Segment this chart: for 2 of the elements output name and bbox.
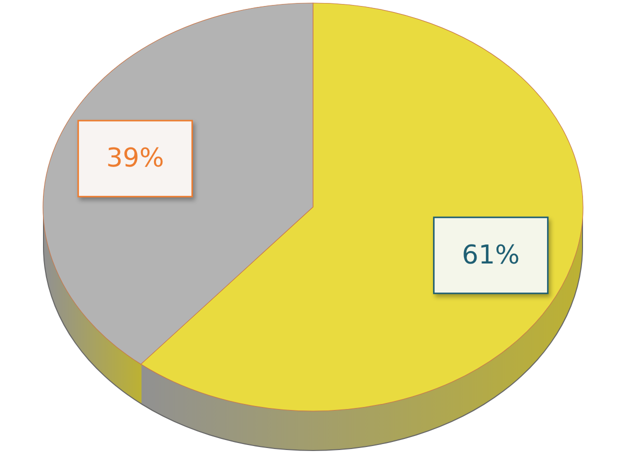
data-label: 39% <box>106 144 164 174</box>
data-label: 61% <box>462 240 520 270</box>
